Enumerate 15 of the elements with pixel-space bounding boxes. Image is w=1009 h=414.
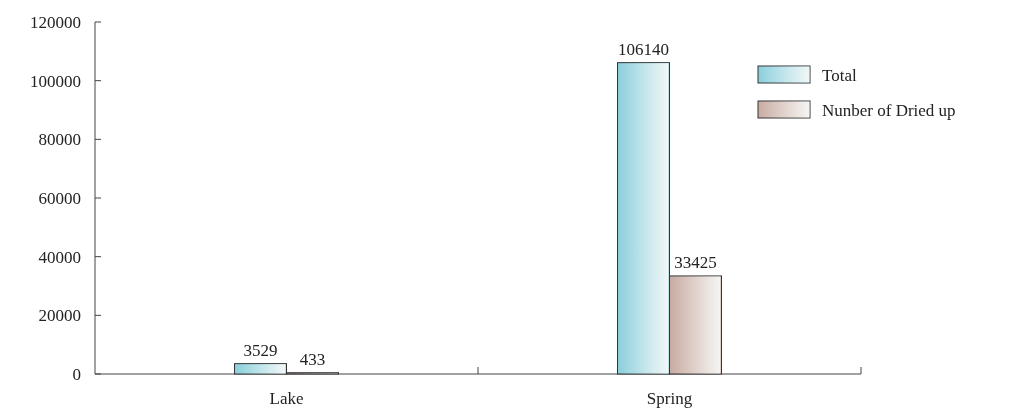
legend-label: Total — [822, 65, 857, 85]
legend-label: Nunber of Dried up — [822, 100, 956, 120]
y-tick-label: 20000 — [38, 306, 81, 326]
y-tick-label: 0 — [72, 364, 81, 384]
y-tick-label: 60000 — [38, 188, 81, 208]
data-label: 433 — [299, 349, 326, 369]
x-tick-label: Lake — [269, 389, 304, 408]
y-tick-label: 40000 — [38, 247, 81, 267]
x-tick-label: Spring — [646, 389, 693, 408]
data-label: 106140 — [618, 39, 669, 59]
y-tick-label: 100000 — [30, 71, 81, 91]
data-label: 33425 — [674, 252, 717, 272]
y-tick-label: 120000 — [30, 12, 81, 32]
y-tick-label: 80000 — [38, 130, 81, 150]
data-label: 3529 — [243, 340, 278, 360]
